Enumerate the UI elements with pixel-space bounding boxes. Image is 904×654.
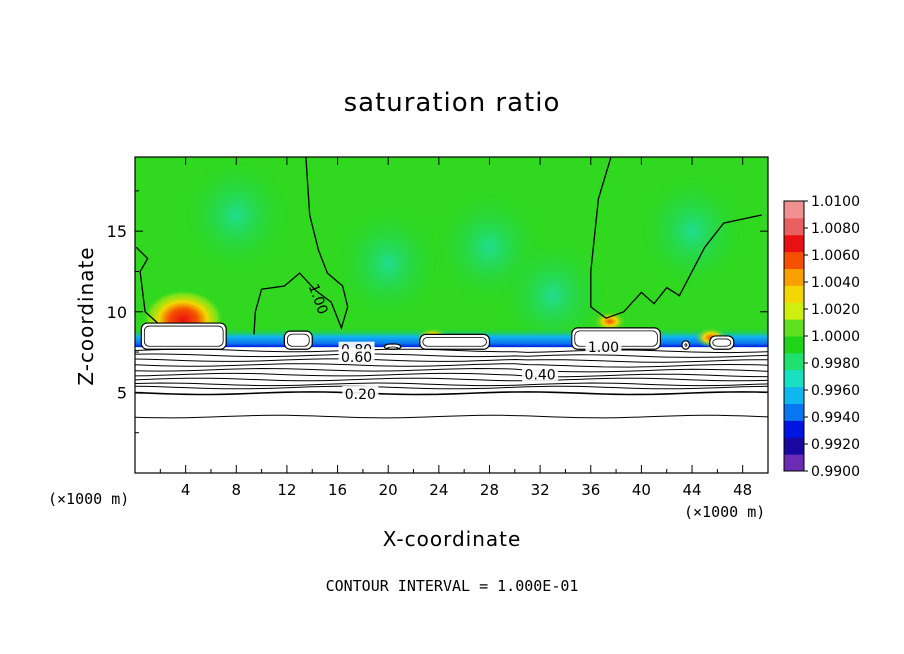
x-tick-label: 16 xyxy=(328,481,347,499)
contour-line-2 xyxy=(135,353,768,358)
cloud-region-4 xyxy=(419,333,491,350)
x-tick-label: 12 xyxy=(277,481,296,499)
colorbar-swatch xyxy=(784,234,804,253)
colorbar-swatch xyxy=(784,319,804,337)
contour-line-9 xyxy=(135,385,768,390)
contour-1-00-line-1 xyxy=(135,246,159,324)
x-unit-label-right: (×1000 m) xyxy=(684,503,766,521)
contour-line-6 xyxy=(135,372,768,378)
chart-title: saturation ratio xyxy=(343,88,561,118)
colorbar-tick-label: 0.9900 xyxy=(811,464,860,480)
lower-region xyxy=(135,347,768,473)
x-tick-label: 24 xyxy=(429,481,448,499)
contour-line-7 xyxy=(135,377,768,382)
x-axis-label: X-coordinate xyxy=(382,527,522,551)
x-tick-label: 32 xyxy=(531,481,550,499)
colorbar-swatch xyxy=(784,386,804,404)
plot-frame xyxy=(134,156,769,474)
colorbar-swatch xyxy=(784,201,804,219)
contour-label-bg xyxy=(342,386,379,401)
y-tick-label: 5 xyxy=(117,383,127,402)
contour-label: 0.40 xyxy=(525,368,556,384)
colorbar-tick-label: 0.9920 xyxy=(811,437,860,453)
x-tick-label: 48 xyxy=(733,481,752,499)
cloud-inner-contour-2 xyxy=(286,333,310,347)
contour-line-8 xyxy=(135,382,768,387)
colorbar-tick-label: 0.9940 xyxy=(811,410,860,426)
colorbar-swatch xyxy=(784,251,804,269)
cloud-region-1 xyxy=(140,322,227,350)
contour-1-00-line-3 xyxy=(590,157,762,319)
cloud-inner-contour-7 xyxy=(712,338,732,347)
colorbar-tick-label: 0.9960 xyxy=(811,383,860,399)
y-axis-label: Z-coordinate xyxy=(74,246,98,386)
colorbar-swatch xyxy=(784,285,804,303)
x-tick-label: 28 xyxy=(480,481,499,499)
contour-label-bg xyxy=(338,348,375,364)
field-patch xyxy=(497,235,608,356)
colorbar-tick-label: 1.0000 xyxy=(811,329,860,345)
contour-label-group-3: 0.60 xyxy=(338,348,375,366)
contour-label-group-4: 0.40 xyxy=(522,366,559,384)
cloud-inner-contour-6 xyxy=(684,343,688,347)
x-unit-label-left: (×1000 m) xyxy=(48,490,130,508)
colorbar-swatch xyxy=(784,268,804,286)
cloud-region-7 xyxy=(709,335,735,350)
colorbar-tick-label: 1.0060 xyxy=(811,248,860,264)
contour-line-11 xyxy=(135,414,768,419)
colorbar-swatch xyxy=(784,437,804,455)
x-tick-label: 20 xyxy=(379,481,398,499)
contour-line-1 xyxy=(135,348,768,354)
x-tick-label: 44 xyxy=(682,481,701,499)
field-patch xyxy=(181,157,292,276)
x-tick-label: 40 xyxy=(632,481,651,499)
field-patch xyxy=(333,203,444,324)
contour-1-00-line-2 xyxy=(253,157,349,335)
field-patch xyxy=(637,171,748,292)
contour-label-group-6: 1.00 xyxy=(585,339,622,356)
contour-label: 0.20 xyxy=(345,387,376,403)
colorbar-tick-label: 1.0040 xyxy=(811,275,860,291)
cloud-inner-contour-1 xyxy=(143,325,224,347)
colorbar-tick-label: 1.0080 xyxy=(811,221,860,237)
colorbar-swatch xyxy=(784,302,804,320)
x-tick-label: 36 xyxy=(581,481,600,499)
contour-line-5 xyxy=(135,367,768,373)
hotspot-3 xyxy=(593,311,626,332)
contour-label-bg xyxy=(522,366,559,382)
colorbar-tick-label: 0.9980 xyxy=(811,356,860,372)
colorbar-tick-label: 1.0020 xyxy=(811,302,860,318)
colorbar-swatch xyxy=(784,369,804,388)
cloud-inner-contour-4 xyxy=(422,336,487,347)
colorbar-swatch xyxy=(784,352,804,371)
cloud-region-6 xyxy=(681,340,691,350)
contour-label-bg xyxy=(585,339,622,355)
contour-label: 0.60 xyxy=(341,350,372,366)
x-tick-label: 8 xyxy=(232,481,242,499)
contour-label: 1.00 xyxy=(588,340,619,356)
colorbar-swatch xyxy=(784,217,804,236)
colorbar-swatch xyxy=(784,454,804,472)
colorbar-swatch xyxy=(784,420,804,438)
contour-label-group-5: 0.20 xyxy=(342,386,379,403)
y-tick-label: 15 xyxy=(107,222,127,241)
x-tick-label: 4 xyxy=(181,481,191,499)
cloud-region-2 xyxy=(283,330,313,350)
colorbar-tick-label: 1.0100 xyxy=(811,194,860,210)
contour-line-4 xyxy=(135,363,768,368)
colorbar-swatch xyxy=(784,336,804,354)
y-tick-label: 10 xyxy=(107,303,127,322)
contour-line-3 xyxy=(135,358,768,363)
colorbar-swatch xyxy=(784,403,804,421)
contour-interval-note: CONTOUR INTERVAL = 1.000E-01 xyxy=(325,577,579,595)
contour-line-10 xyxy=(135,391,768,396)
